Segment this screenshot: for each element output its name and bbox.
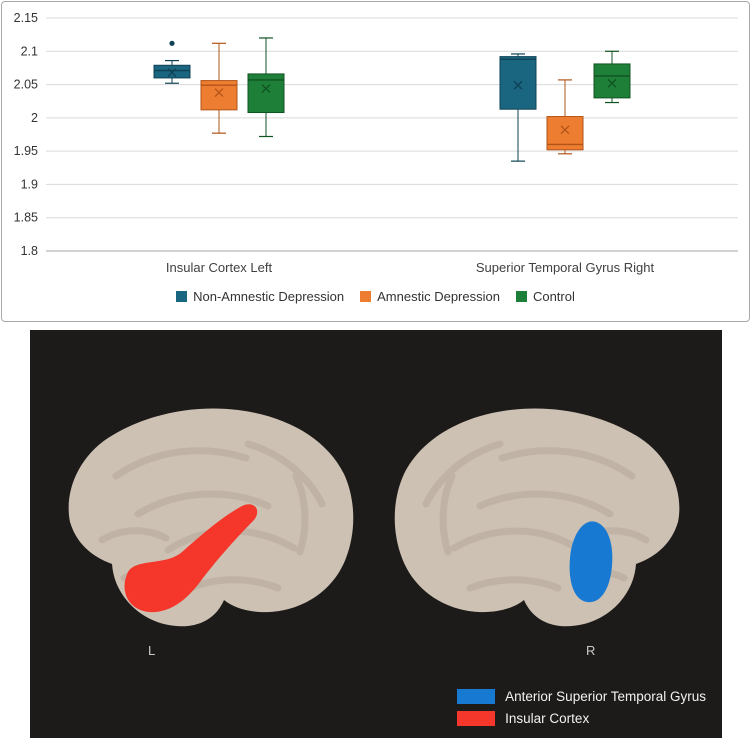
mean-marker xyxy=(167,68,177,78)
legend-swatch-icon xyxy=(457,689,496,704)
right-hemisphere-label: R xyxy=(586,643,595,658)
brain-legend: Anterior Superior Temporal Gyrus Insular … xyxy=(457,689,706,726)
legend-swatch-icon xyxy=(515,291,527,302)
outlier-dot xyxy=(169,40,175,46)
legend-swatch-icon xyxy=(360,291,372,302)
legend-label: Non-Amnestic Depression xyxy=(193,289,345,304)
right-brain xyxy=(395,408,680,626)
y-tick-label: 1.9 xyxy=(21,177,38,191)
category-label: Insular Cortex Left xyxy=(166,260,273,275)
chart-legend-item: Control xyxy=(515,289,575,304)
legend-label: Amnestic Depression xyxy=(377,289,500,304)
y-tick-label: 2.1 xyxy=(21,44,38,58)
mean-marker xyxy=(261,84,271,94)
mean-marker xyxy=(560,125,570,135)
legend-swatch-icon xyxy=(457,711,496,726)
y-tick-label: 1.85 xyxy=(14,211,38,225)
chart-legend: Non-Amnestic Depression Amnestic Depressi… xyxy=(2,289,749,304)
brain-legend-item: Insular Cortex xyxy=(457,711,706,726)
mean-marker xyxy=(607,78,617,88)
boxplot-svg: 2.15 2.1 2.05 2 1.95 1.9 1.85 1.8 Insular Cortex… xyxy=(14,11,738,275)
box xyxy=(593,63,631,99)
left-hemisphere-label: L xyxy=(148,643,155,658)
left-brain xyxy=(69,408,354,626)
box xyxy=(499,56,537,110)
stg-region xyxy=(569,521,613,603)
legend-label: Anterior Superior Temporal Gyrus xyxy=(505,689,706,704)
chart-legend-item: Non-Amnestic Depression xyxy=(176,289,344,304)
y-tick-label: 2 xyxy=(31,111,38,125)
category-label: Superior Temporal Gyrus Right xyxy=(476,260,655,275)
brain-legend-item: Anterior Superior Temporal Gyrus xyxy=(457,689,706,704)
y-tick-label: 1.8 xyxy=(21,244,38,258)
legend-label: Control xyxy=(532,289,575,304)
mean-marker xyxy=(214,88,224,98)
legend-label: Insular Cortex xyxy=(505,711,590,726)
legend-swatch-icon xyxy=(176,291,188,302)
mean-marker xyxy=(513,80,523,90)
box xyxy=(153,64,191,79)
brain-svg: L R xyxy=(30,330,722,658)
insular-cortex-region xyxy=(124,504,258,613)
y-tick-label: 2.05 xyxy=(14,78,38,92)
y-tick-label: 2.15 xyxy=(14,11,38,25)
brain-figure: L R Anterior Superior Temporal Gyrus Insu… xyxy=(30,330,722,738)
boxplot-figure: 2.15 2.1 2.05 2 1.95 1.9 1.85 1.8 Insular Cortex… xyxy=(1,1,750,322)
y-tick-label: 1.95 xyxy=(14,144,38,158)
chart-legend-item: Amnestic Depression xyxy=(360,289,500,304)
